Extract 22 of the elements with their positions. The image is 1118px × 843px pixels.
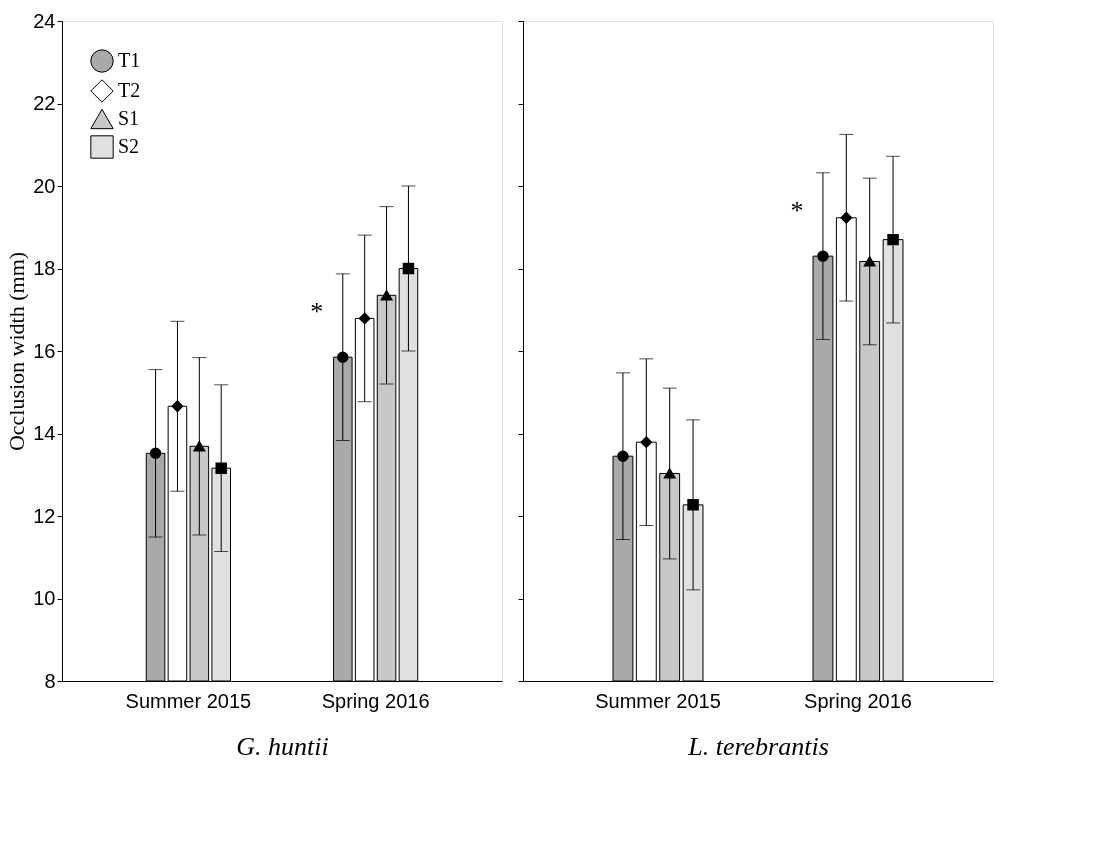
y-tick-label: 18 — [33, 257, 56, 279]
legend-label: S1 — [118, 107, 140, 129]
y-tick-label: 20 — [33, 174, 56, 197]
x-axis-title: L. terebrantis — [687, 731, 829, 761]
legend-label: T2 — [118, 79, 141, 101]
y-tick-label: 24 — [33, 9, 56, 32]
x-tick-label: Spring 2016 — [321, 689, 430, 712]
y-axis-title: Occlusion width (mm) — [4, 251, 30, 452]
x-tick-label: Summer 2015 — [595, 689, 721, 712]
y-tick-label: 8 — [44, 669, 56, 692]
x-axis-title: G. huntii — [236, 731, 329, 761]
y-tick-label: 14 — [33, 422, 56, 444]
annotation: * — [790, 196, 804, 226]
y-tick-label: 16 — [33, 339, 56, 362]
legend-label: S2 — [118, 135, 140, 157]
y-tick-label: 12 — [33, 504, 56, 527]
x-tick-label: Spring 2016 — [804, 689, 912, 712]
x-tick-label: Summer 2015 — [125, 689, 252, 712]
legend-label: T1 — [118, 49, 141, 71]
y-tick-label: 10 — [33, 587, 56, 609]
annotation: * — [310, 297, 324, 327]
y-tick-label: 22 — [33, 92, 56, 114]
